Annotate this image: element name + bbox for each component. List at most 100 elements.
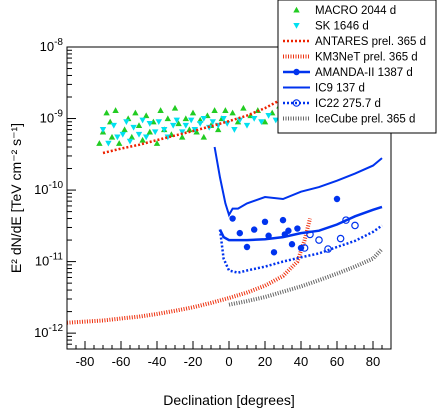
data-point-sk-1646-d (155, 119, 162, 126)
legend-label: ANTARES prel. 365 d (315, 36, 426, 48)
data-point-sk-1646-d (146, 121, 153, 127)
series-line-amanda-ii-1387-d (218, 205, 383, 242)
data-point-macro-2044-d (240, 104, 247, 111)
x-tick-label: 40 (294, 354, 308, 369)
data-point-sk-1646-d (152, 129, 159, 136)
data-point-macro-2044-d (179, 133, 186, 140)
x-tick-label: -80 (76, 354, 95, 369)
data-point-amanda-ii-1387-d (243, 243, 251, 251)
y-tick-label: 10-12 (34, 323, 63, 340)
data-point-macro-2044-d (261, 118, 269, 125)
data-point-macro-2044-d (189, 109, 197, 116)
data-point-sk-1646-d (182, 122, 189, 129)
data-point-macro-2044-d (175, 120, 182, 127)
legend-label: IC9 137 d (315, 83, 365, 95)
x-tick-label: -60 (112, 354, 131, 369)
data-point-sk-1646-d (179, 129, 186, 136)
data-point-amanda-ii-1387-d (294, 225, 301, 232)
legend-label: SK 1646 d (315, 21, 369, 33)
data-point-ic22-275-7-d (300, 244, 309, 252)
y-tick-label: 10-8 (40, 37, 64, 54)
data-point-macro-2044-d (186, 126, 193, 133)
data-point-amanda-ii-1387-d (261, 218, 269, 226)
data-point-sk-1646-d (123, 119, 130, 126)
data-point-macro-2044-d (139, 136, 146, 143)
data-point-macro-2044-d (116, 140, 123, 146)
data-point-macro-2044-d (182, 115, 189, 122)
data-point-macro-2044-d (135, 122, 143, 129)
data-point-sk-1646-d (188, 117, 195, 124)
data-point-sk-1646-d (161, 127, 168, 133)
data-point-sk-1646-d (251, 115, 258, 122)
data-point-macro-2044-d (128, 133, 135, 140)
y-axis: 10-12 10-11 10-10 10-9 10-8 (34, 37, 76, 350)
data-point-sk-1646-d (272, 117, 279, 124)
data-point-amanda-ii-1387-d (333, 195, 341, 203)
data-point-sk-1646-d (139, 117, 146, 124)
data-point-macro-2044-d (211, 107, 218, 113)
data-point-ic22-275-7-d (351, 221, 359, 230)
y-axis-label: E² dN/dE [TeV cm⁻² s⁻¹] (8, 123, 24, 273)
data-point-amanda-ii-1387-d (270, 249, 278, 256)
data-point-ic22-275-7-d (336, 234, 345, 243)
data-point-sk-1646-d (114, 134, 121, 141)
data-point-sk-1646-d (173, 117, 180, 124)
data-point-sk-1646-d (200, 115, 207, 122)
series-line-ic9-137-d (213, 146, 383, 218)
legend-label: IceCube prel. 365 d (315, 114, 415, 126)
x-tick-label: 60 (330, 354, 344, 369)
data-point-sk-1646-d (119, 131, 126, 138)
y-tick-label: 10-10 (34, 180, 63, 197)
x-tick-label: -20 (184, 354, 203, 369)
data-point-sk-1646-d (224, 121, 231, 127)
data-point-macro-2044-d (157, 107, 164, 113)
data-point-sk-1646-d (170, 122, 177, 129)
data-point-macro-2044-d (171, 104, 179, 111)
legend: MACRO 2044 d SK 1646 d ANTARES prel. 365 d… (277, 0, 437, 134)
data-point-amanda-ii-1387-d (251, 226, 258, 233)
data-point-macro-2044-d (143, 112, 150, 119)
data-point-macro-2044-d (229, 109, 236, 116)
data-point-sk-1646-d (191, 127, 198, 133)
data-point-amanda-ii-1387-d (285, 227, 292, 234)
x-axis: -80 -60 -40 -20 0 20 40 60 80 (66, 341, 392, 369)
data-point-macro-2044-d (215, 126, 222, 133)
data-point-sk-1646-d (243, 122, 251, 129)
data-point-amanda-ii-1387-d (229, 215, 236, 222)
data-point-amanda-ii-1387-d (265, 232, 272, 239)
data-point-macro-2044-d (103, 109, 110, 116)
data-point-sk-1646-d (110, 122, 117, 129)
legend-marker-swatch (293, 22, 300, 29)
data-point-ic22-275-7-d (342, 216, 350, 224)
data-point-sk-1646-d (105, 140, 112, 147)
legend-label: KM3NeT prel. 365 d (315, 52, 418, 64)
data-point-sk-1646-d (209, 119, 216, 126)
data-point-macro-2044-d (222, 107, 229, 113)
x-axis-label: Declination [degrees] (163, 392, 295, 408)
x-tick-label: 0 (225, 354, 232, 369)
y-tick-label: 10-9 (40, 109, 64, 126)
data-point-ic22-275-7-d (315, 236, 323, 244)
data-point-sk-1646-d (126, 138, 134, 145)
data-point-sk-1646-d (197, 121, 204, 127)
data-point-sk-1646-d (99, 127, 107, 133)
data-point-macro-2044-d (121, 126, 128, 133)
data-point-sk-1646-d (236, 117, 243, 124)
data-point-sk-1646-d (231, 127, 238, 133)
x-tick-label: 20 (258, 354, 272, 369)
legend-label: MACRO 2044 d (315, 5, 396, 17)
data-point-macro-2044-d (112, 107, 119, 113)
series-line-ic22-275-7-d (218, 224, 383, 274)
y-tick-label: 10-11 (35, 252, 64, 269)
data-point-sk-1646-d (265, 113, 272, 119)
data-point-ic22-275-7-d (324, 245, 332, 253)
legend-marker-swatch (292, 99, 301, 107)
legend-marker-swatch (293, 68, 300, 76)
data-point-sk-1646-d (220, 115, 227, 122)
data-point-sk-1646-d (143, 134, 150, 141)
data-point-macro-2044-d (164, 115, 171, 122)
data-point-macro-2044-d (146, 128, 153, 135)
data-point-amanda-ii-1387-d (236, 229, 243, 237)
data-point-amanda-ii-1387-d (288, 241, 296, 248)
